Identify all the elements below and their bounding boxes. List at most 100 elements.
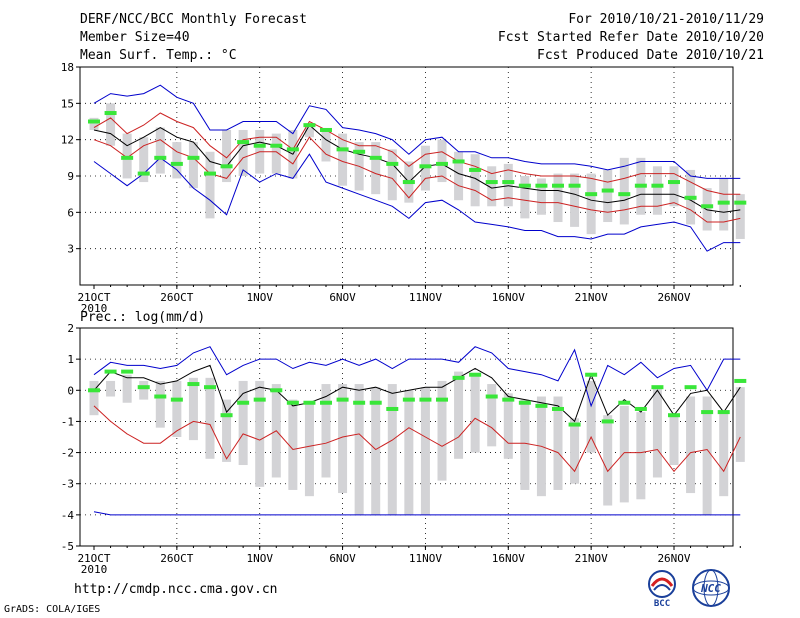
member-size-label: Member Size=40 [80, 30, 190, 45]
ensemble-box [371, 142, 381, 195]
median-marker [220, 164, 233, 169]
x-year-label: 2010 [81, 563, 108, 576]
ensemble-box [669, 166, 679, 207]
ensemble-box [321, 129, 331, 162]
median-marker [436, 161, 448, 166]
median-marker [535, 403, 548, 408]
lower-envelope-line [93, 511, 741, 516]
ensemble-box [553, 396, 563, 490]
ensemble-mean-line [93, 364, 741, 423]
ensemble-box [172, 142, 182, 179]
median-marker [170, 161, 183, 166]
median-marker [701, 204, 714, 209]
source-url[interactable]: http://cmdp.ncc.cma.gov.cn [74, 582, 278, 597]
ensemble-box [735, 194, 745, 239]
x-tick-label: 21NOV [575, 291, 608, 304]
ensemble-box [652, 387, 662, 478]
y-tick-label: 18 [61, 61, 74, 74]
ensemble-box [139, 380, 149, 400]
x-tick-label: 16NOV [492, 552, 525, 565]
median-marker [601, 188, 614, 193]
median-marker [104, 369, 117, 374]
median-marker [104, 111, 117, 116]
median-marker [568, 422, 581, 427]
median-marker [402, 180, 415, 185]
median-marker [518, 183, 531, 188]
ensemble-box [238, 380, 248, 466]
upper-spread-line [93, 112, 741, 195]
median-marker [88, 119, 100, 124]
ensemble-box [536, 178, 546, 215]
ensemble-box [338, 133, 348, 186]
x-tick-label: 11NOV [409, 552, 442, 565]
ensemble-box [354, 384, 364, 515]
variable-label: Mean Surf. Temp.: °C [80, 48, 237, 63]
median-marker [286, 147, 299, 152]
ensemble-box [636, 412, 646, 500]
median-marker [552, 406, 564, 411]
median-marker [187, 155, 200, 160]
ensemble-box [89, 380, 99, 416]
median-marker [402, 397, 415, 402]
median-marker [535, 183, 548, 188]
lower-spread-line [93, 136, 741, 223]
y-tick-label: 0 [67, 384, 74, 397]
median-marker [386, 406, 399, 411]
median-marker [651, 183, 664, 188]
median-marker [386, 161, 399, 166]
median-marker [204, 171, 216, 176]
median-marker [469, 372, 482, 377]
x-tick-label: 26OCT [160, 552, 193, 565]
ensemble-box [304, 402, 314, 497]
median-marker [436, 397, 448, 402]
median-marker [253, 143, 266, 148]
ensemble-box [188, 142, 198, 189]
median-marker [419, 397, 432, 402]
ensemble-box [470, 374, 480, 453]
median-marker [336, 147, 349, 152]
forecast-period-label: For 2010/10/21-2010/11/29 [568, 12, 764, 27]
median-marker [668, 180, 680, 185]
ensemble-box [420, 387, 430, 515]
ensemble-box [106, 380, 116, 397]
y-tick-label: 15 [61, 97, 74, 110]
y-tick-label: -1 [61, 415, 74, 428]
median-marker [253, 397, 266, 402]
ensemble-box [255, 380, 265, 487]
median-marker [601, 419, 614, 424]
ensemble-box [553, 173, 563, 223]
ncc-logo-icon: NCC [692, 569, 730, 607]
chart-title: DERF/NCC/BCC Monthly Forecast [80, 12, 307, 27]
ensemble-box [106, 103, 116, 146]
plot-frame [79, 327, 734, 547]
median-marker [320, 127, 332, 132]
median-marker [369, 155, 382, 160]
ensemble-box [520, 176, 530, 219]
ensemble-box [702, 396, 712, 515]
median-marker [485, 180, 498, 185]
y-tick-label: -2 [61, 447, 74, 460]
y-tick-label: -5 [61, 540, 74, 553]
y-tick-label: -3 [61, 478, 74, 491]
ensemble-box [371, 387, 381, 515]
median-marker [320, 400, 332, 405]
median-marker [270, 143, 283, 148]
median-marker [137, 171, 150, 176]
median-marker [270, 388, 283, 393]
ensemble-box [520, 399, 530, 490]
median-marker [220, 413, 233, 418]
x-tick-label: 1NOV [246, 291, 273, 304]
median-marker [353, 400, 366, 405]
median-marker [303, 123, 316, 128]
y-tick-label: 6 [67, 206, 74, 219]
ensemble-box [437, 380, 447, 481]
ncc-logo-text: NCC [700, 582, 721, 595]
ensemble-box [238, 129, 248, 176]
ensemble-box [719, 412, 729, 497]
median-marker [137, 385, 150, 390]
median-marker [684, 195, 697, 200]
median-marker [651, 385, 664, 390]
ensemble-box [172, 380, 182, 437]
median-marker [568, 183, 581, 188]
